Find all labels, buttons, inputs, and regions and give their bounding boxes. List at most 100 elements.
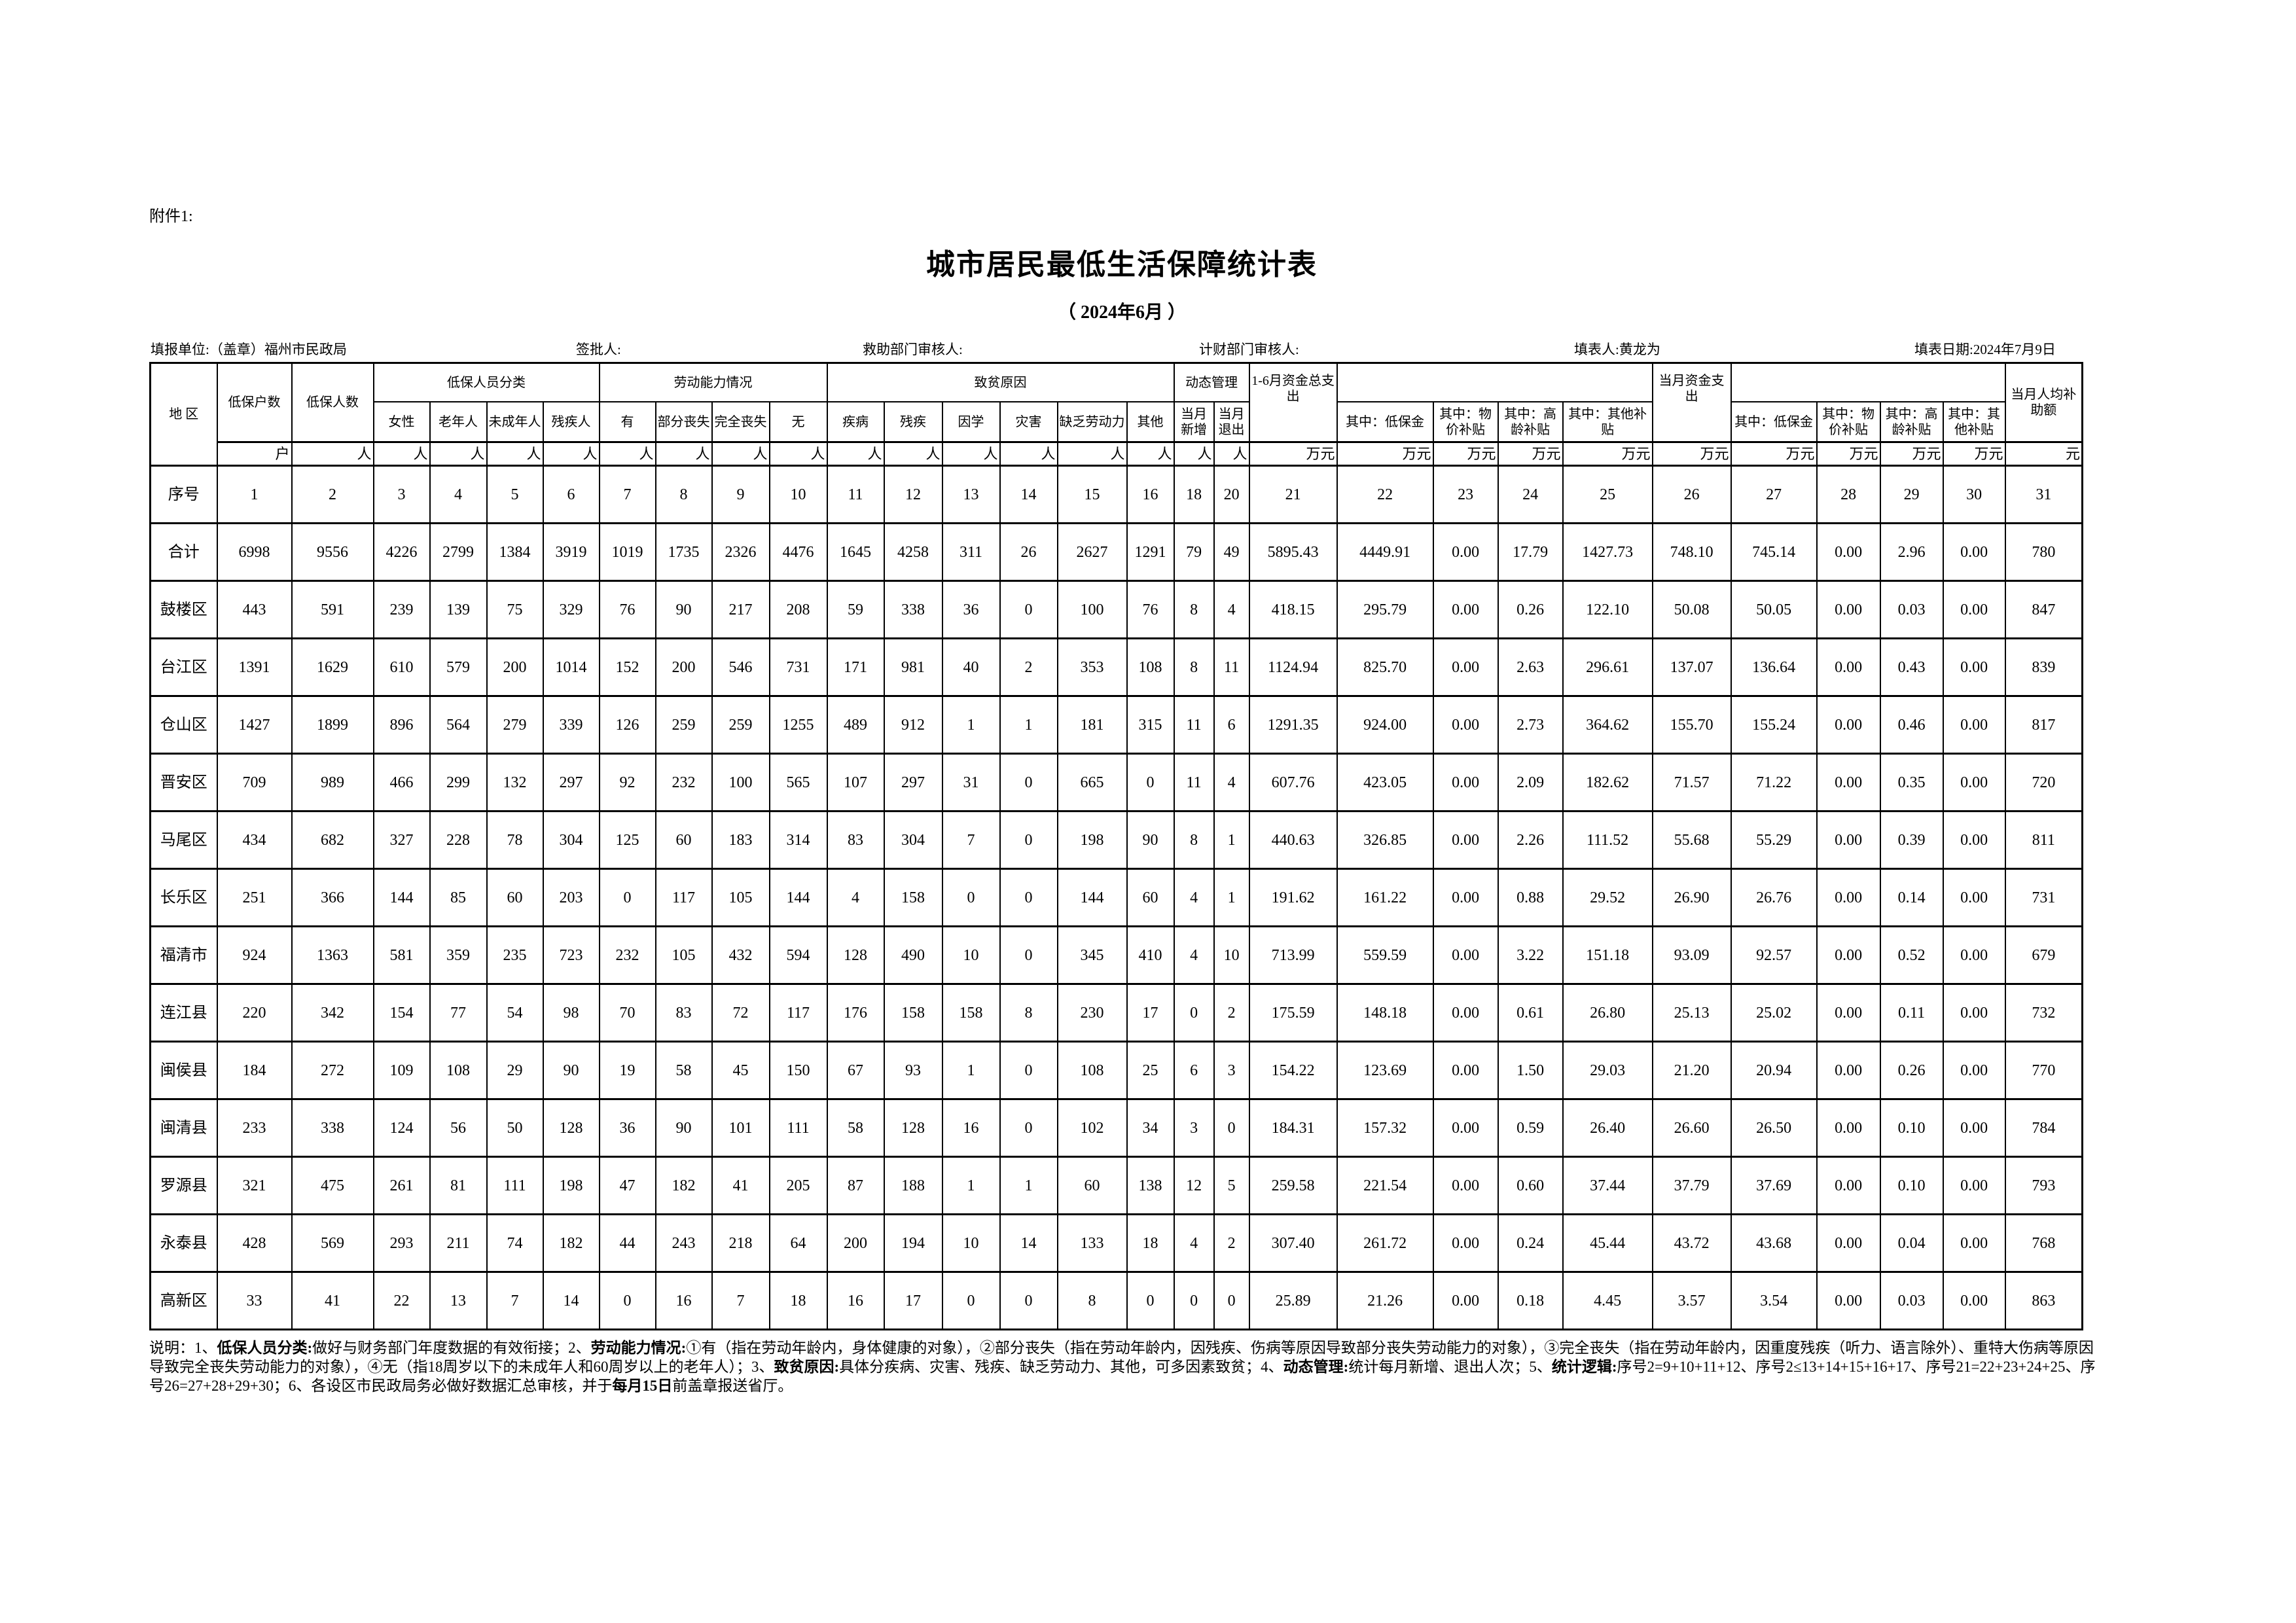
subheader-cell: 当月退出: [1213, 401, 1250, 443]
data-cell: 2: [1213, 983, 1250, 1043]
data-cell: 31: [941, 753, 1001, 812]
data-cell: 144: [1056, 868, 1128, 927]
data-cell: 339: [542, 695, 600, 755]
data-cell: 109: [372, 1041, 431, 1100]
data-cell: 0.00: [1816, 580, 1881, 639]
data-cell: 93.09: [1651, 925, 1732, 985]
approver: 签批人:: [576, 342, 621, 357]
data-cell: 0.00: [1432, 695, 1499, 755]
data-cell: 0.00: [1432, 925, 1499, 985]
data-cell: 1255: [768, 695, 828, 755]
header-group-labor: 劳动能力情况: [598, 362, 828, 402]
data-cell: 25: [1126, 1041, 1175, 1100]
table-row: 晋安区 709 989 466 299 132 297 92 232 100 565 107 297 31…: [149, 753, 2083, 812]
data-cell: 0.00: [1942, 580, 2006, 639]
data-cell: 428: [216, 1213, 293, 1273]
header-group-category: 低保人员分类: [372, 362, 600, 402]
data-cell: 29.03: [1562, 1041, 1653, 1100]
data-cell: 293: [372, 1213, 431, 1273]
data-cell: 117: [768, 983, 828, 1043]
data-cell: 0.00: [1942, 1271, 2006, 1330]
data-cell: 784: [2004, 1098, 2083, 1158]
table-row: 福清市 924 1363 581 359 235 723 232 105 432 594 128 490…: [149, 925, 2083, 985]
data-cell: 83: [655, 983, 713, 1043]
data-cell: 221.54: [1336, 1156, 1434, 1215]
data-cell: 679: [2004, 925, 2083, 985]
data-cell: 0: [598, 868, 656, 927]
data-cell: 4226: [372, 522, 431, 582]
data-cell: 0.24: [1497, 1213, 1564, 1273]
data-cell: 184: [216, 1041, 293, 1100]
data-cell: 1.50: [1497, 1041, 1564, 1100]
data-cell: 17.79: [1497, 522, 1564, 582]
unit-cell: 人: [1213, 441, 1250, 467]
subheader-cell: 灾害: [999, 401, 1058, 443]
region-name: 闽清县: [149, 1098, 218, 1158]
data-cell: 29.52: [1562, 868, 1653, 927]
data-cell: 217: [711, 580, 770, 639]
data-cell: 559.59: [1336, 925, 1434, 985]
data-cell: 243: [655, 1213, 713, 1273]
data-cell: 72: [711, 983, 770, 1043]
subheader-cell: 残疾: [883, 401, 943, 443]
data-cell: 2799: [429, 522, 488, 582]
region-name: 永泰县: [149, 1213, 218, 1273]
data-cell: 924: [216, 925, 293, 985]
data-cell: 43.72: [1651, 1213, 1732, 1273]
data-cell: 26.76: [1730, 868, 1818, 927]
seq-cell: 3: [372, 465, 431, 524]
data-cell: 0: [999, 925, 1058, 985]
data-cell: 304: [542, 810, 600, 870]
seq-cell: 23: [1432, 465, 1499, 524]
data-cell: 0.00: [1942, 1156, 2006, 1215]
data-cell: 0: [1126, 1271, 1175, 1330]
seq-cell: 13: [941, 465, 1001, 524]
data-cell: 0.43: [1879, 637, 1944, 697]
data-cell: 326.85: [1336, 810, 1434, 870]
data-cell: 0.00: [1942, 1041, 2006, 1100]
data-cell: 75: [486, 580, 544, 639]
data-cell: 100: [711, 753, 770, 812]
data-cell: 0.00: [1942, 925, 2006, 985]
data-cell: 364.62: [1562, 695, 1653, 755]
data-cell: 825.70: [1336, 637, 1434, 697]
data-cell: 0.00: [1816, 695, 1881, 755]
data-cell: 1019: [598, 522, 656, 582]
data-cell: 443: [216, 580, 293, 639]
data-cell: 200: [486, 637, 544, 697]
data-cell: 311: [941, 522, 1001, 582]
header-total-1-6: 1-6月资金总支出: [1248, 362, 1338, 443]
data-cell: 2326: [711, 522, 770, 582]
data-cell: 60: [486, 868, 544, 927]
data-cell: 0.00: [1942, 695, 2006, 755]
seq-cell: 2: [291, 465, 374, 524]
data-cell: 304: [883, 810, 943, 870]
footnote-keyword: 劳动能力情况:: [590, 1340, 687, 1356]
table-row: 台江区 1391 1629 610 579 200 1014 152 200 546 731 171 9…: [149, 637, 2083, 697]
seq-cell: 1: [216, 465, 293, 524]
footnote-text: ①有（指在劳动年龄内，身体健康的对象），②部分丧失（指在劳动年龄内，因残疾、伤病…: [149, 1340, 2094, 1375]
data-cell: 0.88: [1497, 868, 1564, 927]
data-cell: 230: [1056, 983, 1128, 1043]
data-cell: 723: [542, 925, 600, 985]
data-cell: 1: [1213, 810, 1250, 870]
data-cell: 10: [941, 1213, 1001, 1273]
data-cell: 152: [598, 637, 656, 697]
table-row: 马尾区 434 682 327 228 78 304 125 60 183 314 83 304 7 0 19…: [149, 810, 2083, 870]
data-cell: 0.00: [1432, 1041, 1499, 1100]
data-cell: 475: [291, 1156, 374, 1215]
data-cell: 0.00: [1432, 810, 1499, 870]
seq-cell: 14: [999, 465, 1058, 524]
unit-cell: 人: [486, 441, 544, 467]
subheader-cell: 其中：其他补贴: [1562, 401, 1653, 443]
region-name: 晋安区: [149, 753, 218, 812]
data-cell: 440.63: [1248, 810, 1338, 870]
data-cell: 0.00: [1432, 580, 1499, 639]
data-cell: 76: [1126, 580, 1175, 639]
data-cell: 26.60: [1651, 1098, 1732, 1158]
data-cell: 0.00: [1816, 810, 1881, 870]
data-cell: 92: [598, 753, 656, 812]
data-cell: 105: [711, 868, 770, 927]
seq-cell: 25: [1562, 465, 1653, 524]
data-cell: 12: [1173, 1156, 1215, 1215]
